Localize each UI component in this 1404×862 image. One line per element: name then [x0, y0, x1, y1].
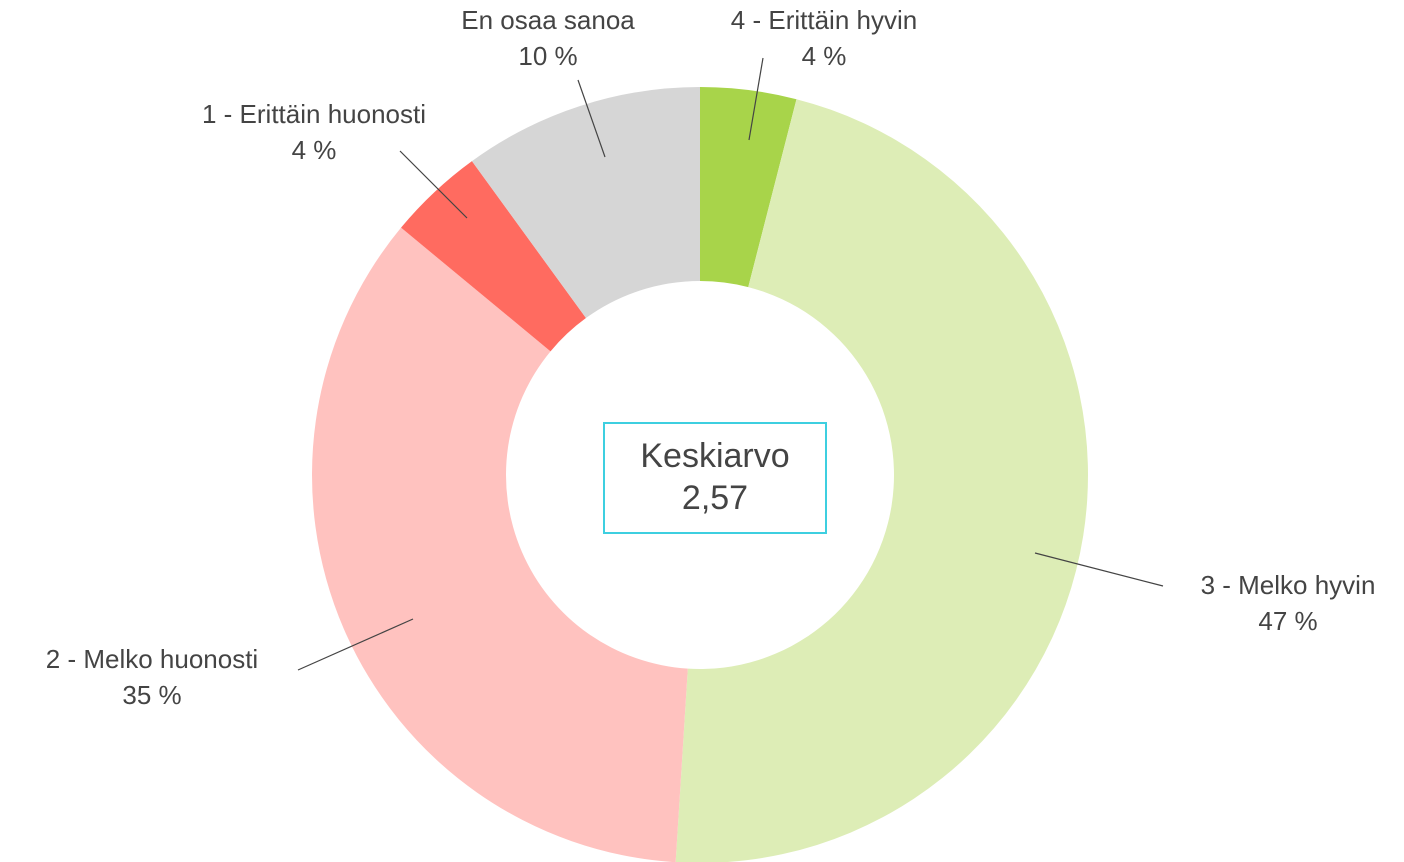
leader-line: [297, 618, 414, 671]
slice-value-label: 35 %: [122, 680, 181, 710]
leader-line: [1034, 552, 1164, 587]
donut-segment: [700, 87, 797, 288]
donut-segment: [471, 87, 700, 319]
donut-segment: [675, 99, 1088, 862]
donut-segment: [401, 161, 586, 352]
slice-label: 3 - Melko hyvin: [1201, 570, 1376, 600]
leader-line: [577, 79, 606, 158]
center-title: Keskiarvo: [640, 437, 789, 475]
slice-label: 4 - Erittäin hyvin: [731, 5, 917, 35]
leader-line: [748, 57, 764, 141]
center-box: [603, 422, 827, 534]
slice-label: 2 - Melko huonosti: [46, 644, 258, 674]
slice-value-label: 4 %: [292, 135, 337, 165]
donut-segment: [312, 227, 688, 862]
center-value: 2,57: [682, 479, 748, 517]
slice-value-label: 4 %: [802, 41, 847, 71]
leader-line: [399, 150, 468, 219]
slice-value-label: 10 %: [518, 41, 577, 71]
slice-label: En osaa sanoa: [461, 5, 635, 35]
slice-value-label: 47 %: [1258, 606, 1317, 636]
slice-label: 1 - Erittäin huonosti: [202, 99, 426, 129]
